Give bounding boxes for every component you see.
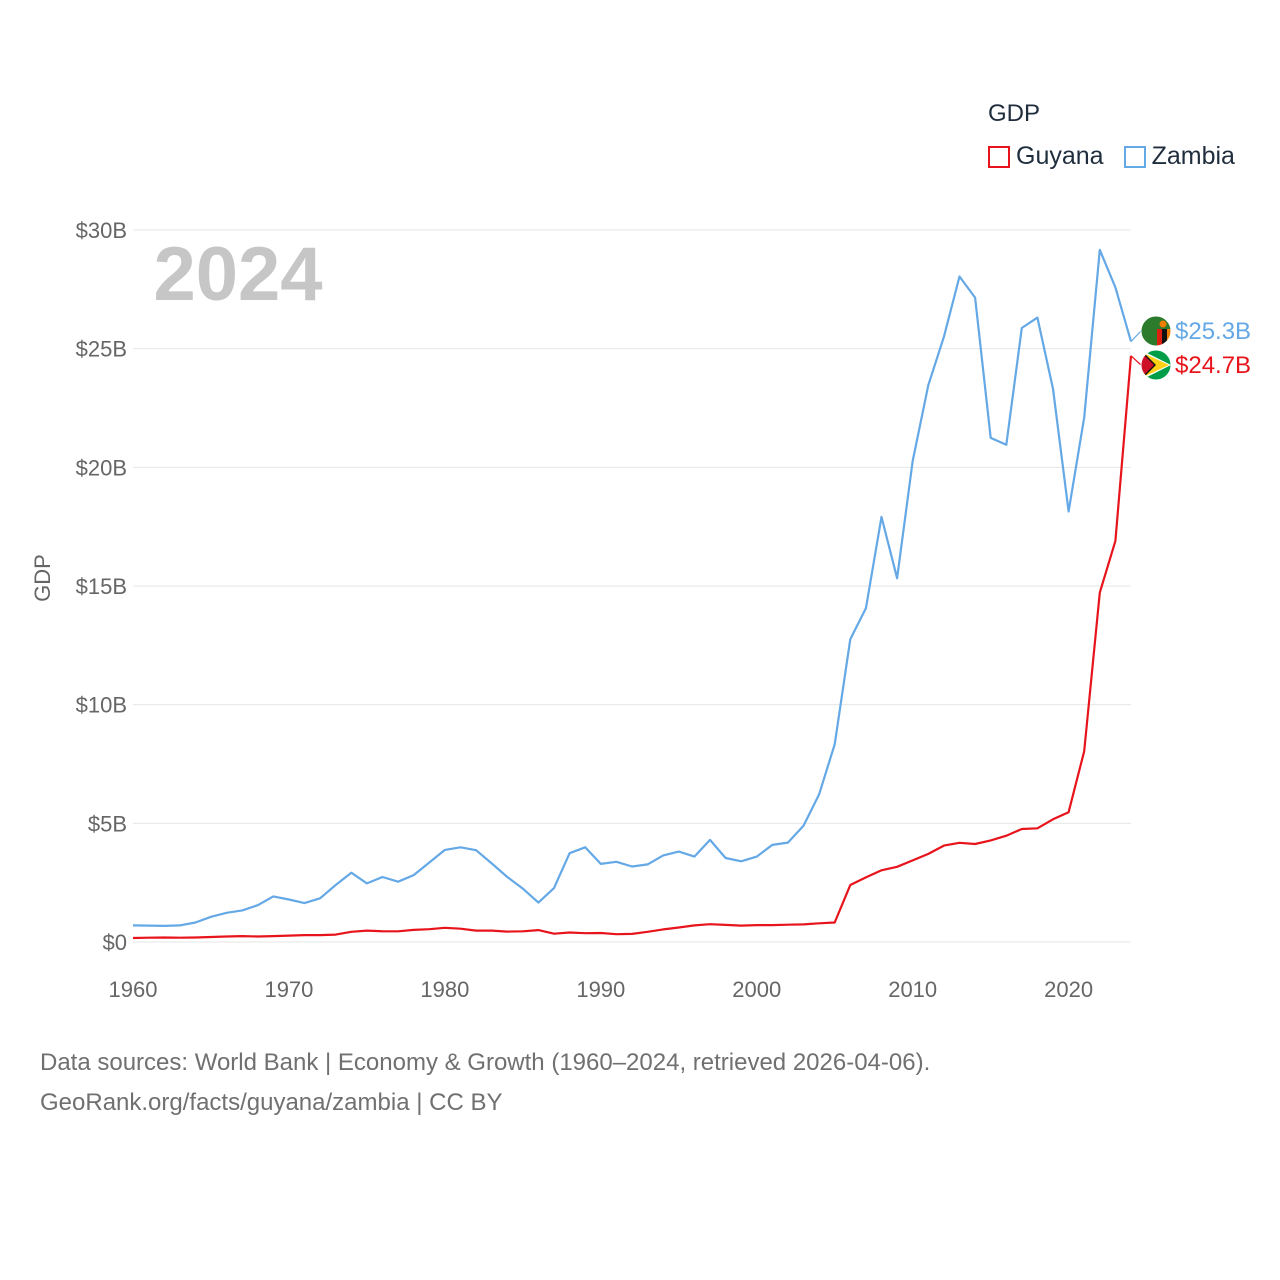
guyana-flag-icon: [1140, 349, 1172, 381]
x-tick-label: 2020: [1044, 977, 1093, 1002]
zambia-flag-icon: [1140, 315, 1172, 347]
source-link: GeoRank.org/facts/guyana/zambia | CC BY: [40, 1089, 503, 1116]
y-tick-label: $0: [103, 930, 127, 955]
x-tick-label: 1970: [264, 977, 313, 1002]
end-connector-guyana: [1130, 355, 1142, 366]
series-line-zambia: [132, 248, 1133, 928]
y-axis-ticks: $0 $5B $10B $15B $20B $25B $30B: [76, 218, 127, 955]
legend-label-zambia: Zambia: [1151, 142, 1235, 170]
x-tick-label: 1960: [109, 977, 158, 1002]
y-tick-label: $25B: [76, 337, 127, 362]
legend-title: GDP: [988, 100, 1041, 127]
end-value-label-guyana: $24.7B: [1175, 352, 1251, 379]
x-axis-ticks: 1960 1970 1980 1990 2000 2010 2020: [109, 977, 1094, 1002]
legend-swatch-guyana: [988, 145, 1010, 168]
source-note: Data sources: World Bank | Economy & Gro…: [40, 1049, 931, 1076]
legend-label-guyana: Guyana: [1016, 142, 1104, 170]
series-end-labels: $25.3B $24.7B: [1130, 315, 1251, 381]
year-watermark: 2024: [153, 232, 322, 317]
legend: Guyana Zambia: [988, 142, 1255, 171]
legend-item-guyana[interactable]: Guyana: [988, 142, 1104, 171]
series-line-guyana: [132, 355, 1133, 940]
series-lines: [132, 248, 1133, 940]
y-tick-label: $5B: [88, 811, 127, 836]
footer: Data sources: World Bank | Economy & Gro…: [40, 1043, 930, 1123]
y-tick-label: $20B: [76, 455, 127, 480]
legend-swatch-zambia: [1123, 145, 1146, 168]
x-tick-label: 2000: [732, 977, 781, 1002]
end-connector-zambia: [1130, 330, 1142, 342]
legend-item-zambia[interactable]: Zambia: [1123, 142, 1235, 171]
y-axis-title: GDP: [30, 554, 55, 602]
y-tick-label: $15B: [76, 574, 127, 599]
y-tick-label: $30B: [76, 218, 127, 243]
y-tick-label: $10B: [76, 693, 127, 718]
x-tick-label: 2010: [888, 977, 937, 1002]
x-tick-label: 1990: [576, 977, 625, 1002]
gridlines: [133, 229, 1131, 943]
end-value-label-zambia: $25.3B: [1175, 318, 1251, 345]
x-tick-label: 1980: [420, 977, 469, 1002]
